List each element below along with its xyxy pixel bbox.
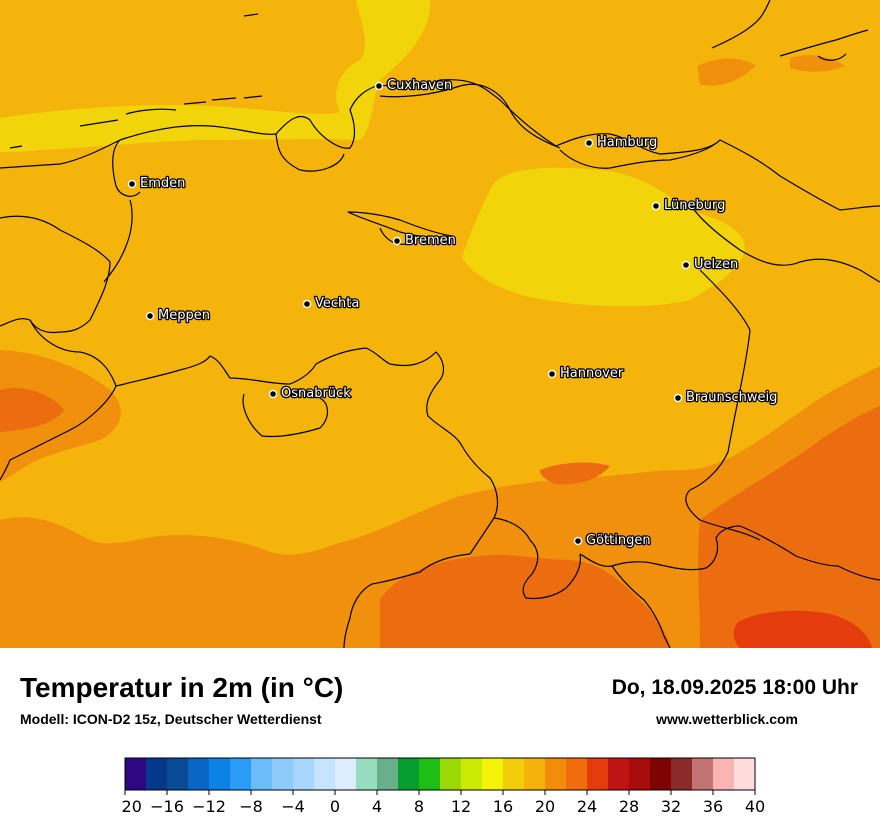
colorbar-segment (545, 758, 567, 790)
colorbar-tick-label: 4 (372, 797, 382, 816)
city-bremen[interactable]: Bremen (392, 232, 457, 249)
colorbar-segment (209, 758, 231, 790)
colorbar-tick-label: 20 (535, 797, 555, 816)
colorbar-segment (461, 758, 483, 790)
colorbar-segment (671, 758, 693, 790)
city-hannover[interactable]: Hannover (547, 365, 625, 382)
svg-text:Hannover: Hannover (560, 366, 624, 381)
city-emden[interactable]: Emden (127, 175, 187, 192)
city-vechta[interactable]: Vechta (302, 295, 361, 312)
city-osnabrueck[interactable]: Osnabrück (268, 385, 352, 402)
colorbar-segment (629, 758, 651, 790)
colorbar-segment (587, 758, 609, 790)
colorbar-tick-label: 8 (414, 797, 424, 816)
city-hamburg[interactable]: Hamburg (584, 134, 659, 151)
hottest-zone (733, 610, 872, 648)
colorbar-segment (398, 758, 420, 790)
colorbar-tick-label: −12 (192, 797, 226, 816)
colorbar-segment (650, 758, 672, 790)
forecast-datetime: Do, 18.09.2025 18:00 Uhr (611, 676, 858, 699)
hot-zone (0, 388, 880, 648)
colorbar-segment (482, 758, 504, 790)
svg-text:Uelzen: Uelzen (694, 257, 738, 272)
svg-text:Meppen: Meppen (158, 308, 210, 323)
colorbar-segment (524, 758, 546, 790)
svg-text:Bremen: Bremen (405, 233, 456, 248)
city-meppen[interactable]: Meppen (145, 307, 211, 324)
colorbar-segment (314, 758, 336, 790)
colorbar-segment (713, 758, 735, 790)
colorbar-tick-label: 28 (619, 797, 639, 816)
colorbar-segment (440, 758, 462, 790)
colorbar-segment (566, 758, 588, 790)
map-title: Temperatur in 2m (in °C) (20, 672, 344, 703)
warm-zone (0, 55, 880, 648)
model-info: Modell: ICON-D2 15z, Deutscher Wetterdie… (20, 711, 322, 727)
colorbar-segment (188, 758, 210, 790)
colorbar-segment (230, 758, 252, 790)
map-footer: Temperatur in 2m (in °C) Modell: ICON-D2… (0, 648, 880, 830)
colorbar-segment (125, 758, 147, 790)
city-goettingen[interactable]: Göttingen (573, 532, 652, 549)
svg-text:Lüneburg: Lüneburg (664, 198, 725, 213)
city-braunschweig[interactable]: Braunschweig (673, 389, 779, 406)
colorbar-segment (146, 758, 168, 790)
colorbar-segment (272, 758, 294, 790)
colorbar-tick-label: 24 (577, 797, 597, 816)
svg-text:Emden: Emden (140, 176, 185, 191)
temperature-map: Cuxhaven Hamburg Emden Lüneburg Bremen U… (0, 0, 880, 648)
colorbar-segment (608, 758, 630, 790)
svg-text:Osnabrück: Osnabrück (281, 386, 351, 401)
svg-text:Hamburg: Hamburg (597, 135, 657, 150)
colorbar-tick-label: 12 (451, 797, 471, 816)
svg-text:Cuxhaven: Cuxhaven (387, 78, 452, 93)
colorbar-tick-label: 0 (330, 797, 340, 816)
colorbar-segment (251, 758, 273, 790)
colorbar-segment (356, 758, 378, 790)
colorbar-segment (377, 758, 399, 790)
colorbar-segment (167, 758, 189, 790)
colorbar-segment (293, 758, 315, 790)
colorbar-tick-label: 40 (745, 797, 765, 816)
svg-text:Göttingen: Göttingen (586, 533, 651, 548)
colorbar-tick-label: 16 (493, 797, 513, 816)
colorbar-tick-label: −4 (281, 797, 305, 816)
svg-text:Vechta: Vechta (315, 296, 359, 311)
colorbar-tick-label: 32 (661, 797, 681, 816)
temperature-colorbar: −20 −16 −12 −8 −4 0 4 8 12 16 20 24 28 32 36 40 (108, 752, 765, 830)
website-link[interactable]: www.wetterblick.com (656, 711, 798, 727)
colorbar-segment (692, 758, 714, 790)
borders (0, 0, 880, 648)
city-cuxhaven[interactable]: Cuxhaven (374, 77, 453, 94)
colorbar-segment (335, 758, 357, 790)
colorbar-segment (503, 758, 525, 790)
colorbar-border (124, 757, 756, 791)
colorbar-tick-label: 36 (703, 797, 723, 816)
colorbar-segment (419, 758, 441, 790)
city-markers: Cuxhaven Hamburg Emden Lüneburg Bremen U… (127, 77, 779, 549)
colorbar-tick-label: −16 (150, 797, 184, 816)
colorbar-tick-label: −20 (120, 797, 142, 816)
colorbar-tick-label: −8 (239, 797, 263, 816)
city-lueneburg[interactable]: Lüneburg (651, 197, 727, 214)
city-uelzen[interactable]: Uelzen (681, 256, 739, 273)
svg-text:Braunschweig: Braunschweig (686, 390, 777, 405)
colorbar-segment (734, 758, 756, 790)
